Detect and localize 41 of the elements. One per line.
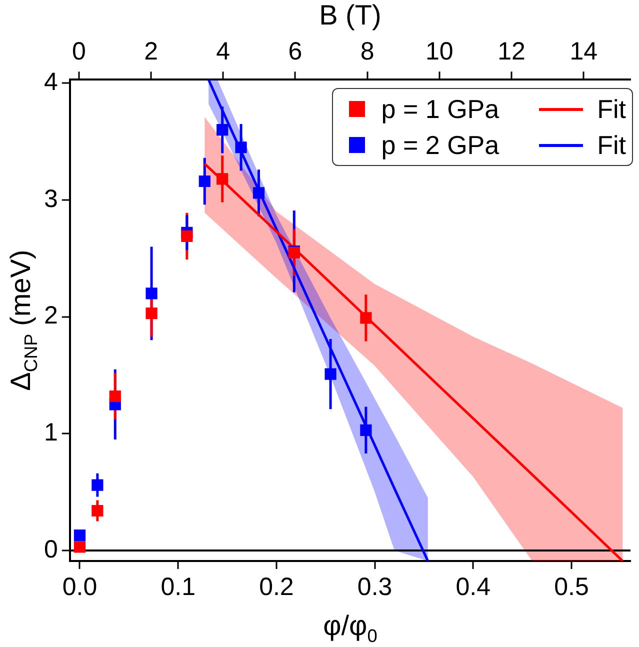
y-tick-label: 1 — [44, 418, 58, 447]
point — [198, 175, 210, 188]
x2-tick-label: 12 — [498, 37, 526, 66]
legend-label: p = 2 GPa — [381, 130, 500, 160]
x2-tick-label: 8 — [360, 37, 374, 66]
x2-tick-label: 4 — [216, 37, 230, 66]
y-tick-label: 0 — [44, 535, 58, 564]
x-tick-label: 0.4 — [456, 572, 491, 601]
point — [92, 479, 104, 491]
point — [181, 230, 193, 242]
point — [216, 124, 228, 136]
y-tick-label: 3 — [44, 184, 58, 213]
point — [360, 424, 372, 436]
x-tick-label: 0.0 — [62, 572, 98, 601]
point — [109, 390, 121, 402]
point — [235, 142, 247, 154]
x2-tick-label: 10 — [426, 37, 454, 66]
x2-tick-label: 0 — [72, 37, 86, 66]
x2-tick-label: 14 — [570, 37, 598, 66]
x-tick-label: 0.3 — [357, 572, 392, 601]
x2-tick-label: 6 — [288, 37, 302, 66]
y-tick-label: 2 — [44, 302, 58, 330]
point — [74, 529, 86, 542]
point — [92, 504, 104, 517]
point — [74, 541, 86, 553]
x-tick-label: 0.1 — [160, 572, 196, 601]
x-tick-label: 0.5 — [554, 572, 589, 601]
point — [252, 187, 265, 199]
legend-label: Fit — [597, 94, 626, 124]
point — [216, 173, 228, 185]
y-axis-title: ΔCNP (meV) — [5, 250, 41, 391]
point — [146, 307, 158, 320]
x-tick-label: 0.2 — [259, 572, 294, 601]
legend-label: Fit — [597, 130, 626, 160]
legend-label: p = 1 GPa — [381, 94, 500, 124]
y-tick-label: 4 — [44, 68, 58, 96]
x2-axis-title: B (T) — [319, 0, 382, 31]
x2-tick-label: 2 — [144, 37, 158, 66]
point — [360, 312, 372, 324]
point — [324, 368, 336, 380]
point — [146, 288, 158, 300]
